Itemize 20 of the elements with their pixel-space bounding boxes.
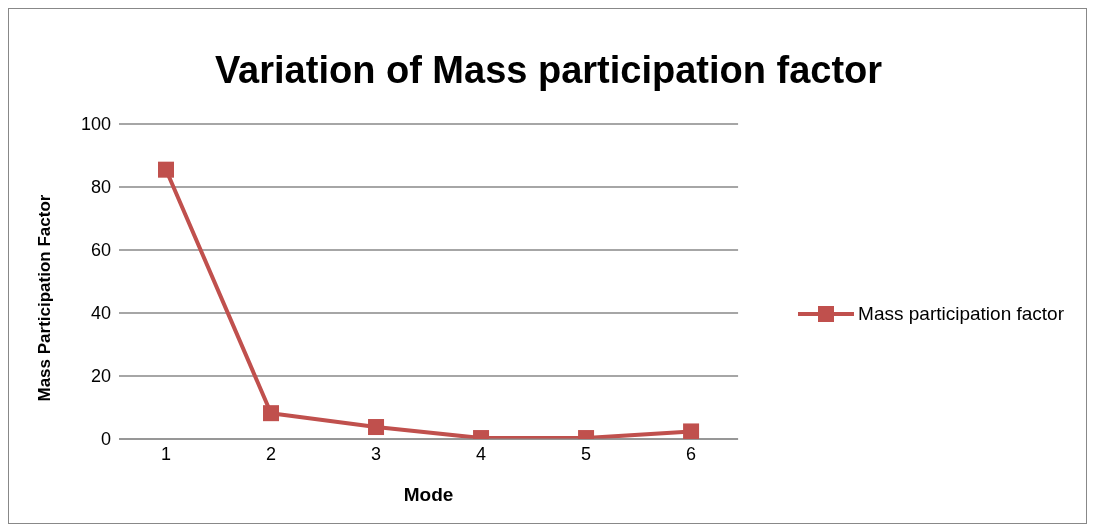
y-axis-title: Mass Participation Factor: [35, 194, 55, 402]
y-tick-label: 20: [90, 366, 111, 387]
point: [683, 423, 700, 439]
point: [263, 405, 280, 422]
y-tick-label: 0: [100, 429, 111, 450]
x-tick-label: 5: [581, 443, 592, 464]
legend-label: Mass participation factor: [858, 303, 1064, 325]
x-tick-label: 2: [266, 443, 277, 464]
y-tick-label: 80: [90, 177, 111, 198]
chart-title: Variation of Mass participation factor: [213, 49, 884, 92]
x-tick-label: 3: [371, 443, 382, 464]
y-tick-label: 100: [80, 114, 111, 135]
x-tick-label: 6: [686, 443, 697, 464]
point: [368, 419, 385, 436]
x-tick-label: 1: [160, 443, 172, 464]
y-tick-label: 40: [90, 303, 111, 324]
y-tick-label: 60: [90, 240, 111, 261]
x-axis-title: Mode: [403, 484, 454, 505]
x-tick-label: 4: [476, 443, 487, 464]
point: [158, 161, 174, 178]
